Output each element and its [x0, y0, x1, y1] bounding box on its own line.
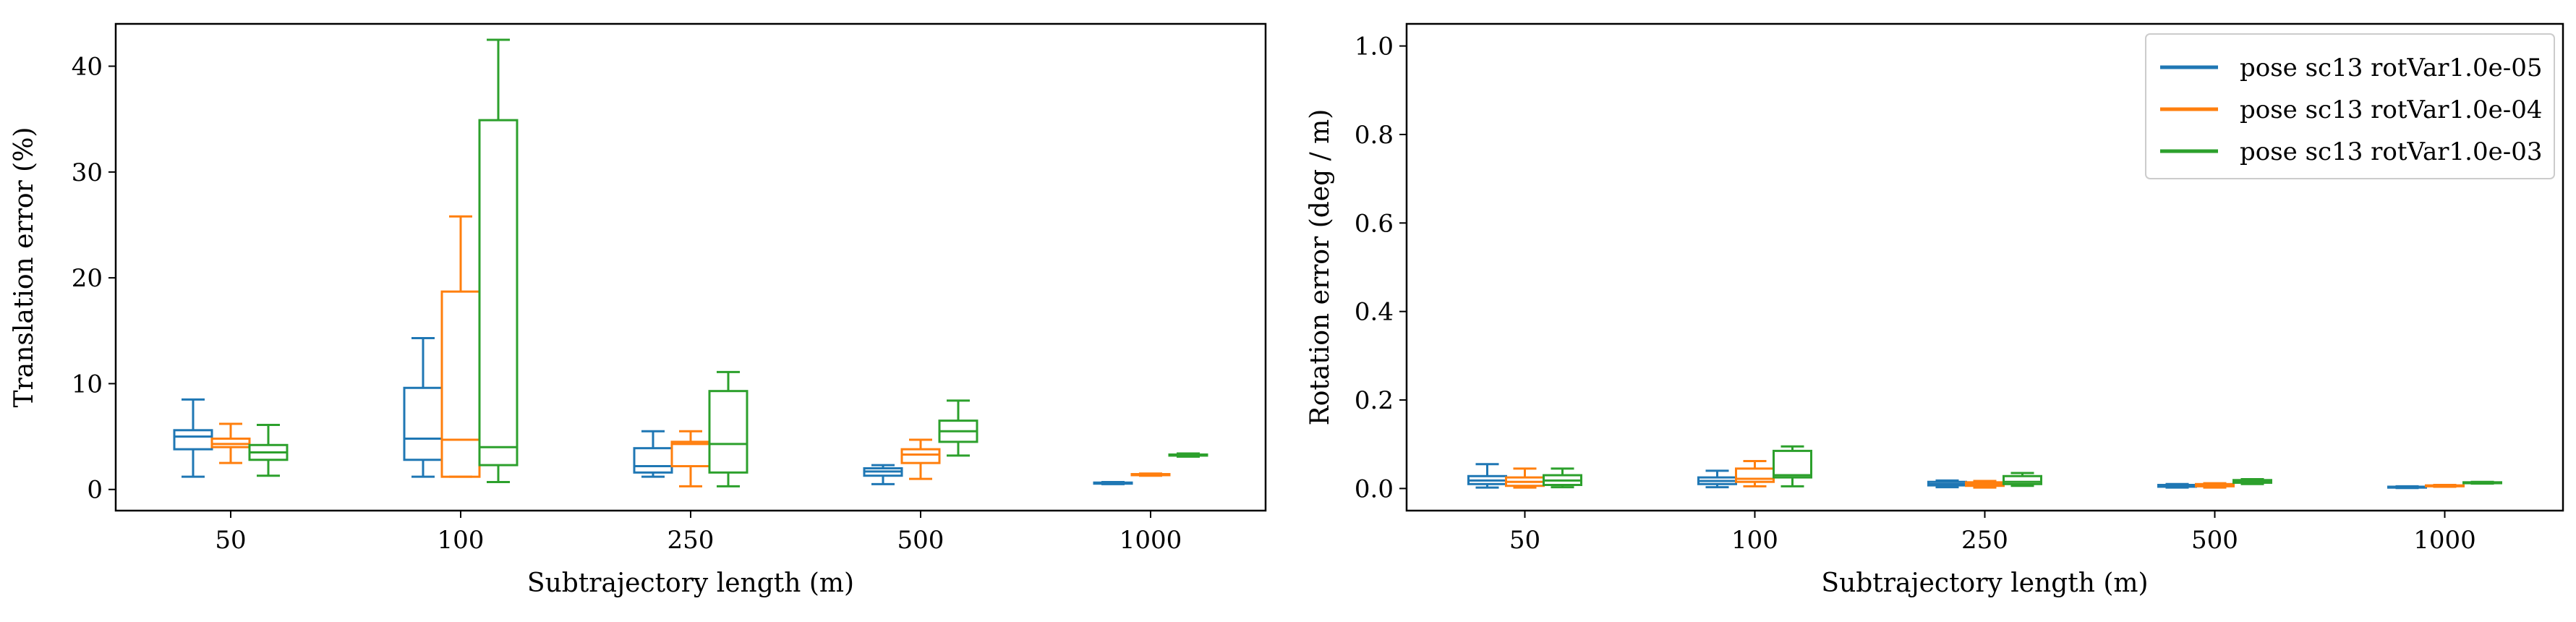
iqr-box [478, 119, 519, 466]
y-tick-label: 0.6 [1355, 209, 1394, 238]
box-plot [1697, 469, 1737, 489]
iqr-box [1773, 449, 1812, 479]
plot-frame [114, 22, 1267, 512]
box-plot [863, 464, 903, 485]
box-plot [1130, 472, 1171, 477]
box-plot [1927, 479, 1967, 489]
y-tick-label: 30 [72, 158, 103, 187]
y-tick-label: 10 [72, 370, 103, 399]
x-tick-label: 100 [1731, 526, 1778, 555]
box-plot [2462, 480, 2502, 485]
y-tick-label: 0 [87, 476, 103, 505]
box-plot [2232, 478, 2272, 485]
box-plot [1773, 445, 1812, 487]
box-plot [2387, 485, 2427, 490]
legend-entry: pose sc13 rotVar1.0e-03 [2240, 137, 2542, 166]
x-axis-label: Subtrajectory length (m) [527, 568, 854, 598]
box-plot [900, 438, 941, 480]
legend-entry: pose sc13 rotVar1.0e-05 [2240, 54, 2542, 82]
box-plot [1543, 467, 1582, 489]
box-plot [173, 398, 213, 478]
box-plot [2195, 482, 2235, 489]
iqr-box [708, 390, 749, 474]
x-axis-label: Subtrajectory length (m) [1821, 568, 2148, 598]
box-plot [2157, 482, 2197, 489]
box-plot [633, 430, 673, 478]
box-plot [478, 38, 519, 483]
box-plot [2425, 484, 2465, 488]
x-tick-label: 1000 [2413, 526, 2476, 555]
y-axis-label: Rotation error (deg / m) [1305, 109, 1335, 426]
x-tick-label: 250 [668, 526, 715, 555]
box-plot [670, 430, 711, 487]
x-tick-label: 500 [2191, 526, 2238, 555]
iqr-box [2003, 474, 2042, 485]
x-tick-label: 100 [438, 526, 485, 555]
iqr-box [900, 448, 941, 464]
y-tick-label: 1.0 [1355, 33, 1394, 61]
x-tick-label: 500 [897, 526, 944, 555]
y-tick-label: 0.0 [1355, 474, 1394, 503]
x-tick-label: 50 [215, 526, 246, 555]
rotation-error-chart: 0.0 0.2 0.4 0.6 0.8 1.0 50 100 250 500 1000 Subtraj… [1305, 22, 2564, 598]
legend-entry: pose sc13 rotVar1.0e-04 [2240, 95, 2542, 124]
box-plot [1965, 480, 2005, 489]
plot-frame [1405, 22, 2564, 512]
y-axis-label: Translation error (%) [9, 127, 39, 408]
box-plot [248, 423, 289, 477]
y-tick-label: 0.8 [1355, 121, 1394, 150]
box-plot [1168, 452, 1208, 458]
legend-frame [2145, 33, 2555, 179]
x-tick-label: 50 [1509, 526, 1540, 555]
x-tick-label: 1000 [1119, 526, 1182, 555]
y-tick-label: 0.2 [1355, 386, 1394, 415]
box-plot [210, 422, 251, 464]
y-tick-label: 20 [72, 264, 103, 293]
translation-error-chart: 0 10 20 30 40 50 100 250 500 1000 Subtrajectory le… [9, 22, 1267, 598]
box-plot [2003, 472, 2042, 487]
box-plot [708, 370, 749, 487]
legend: pose sc13 rotVar1.0e-05 pose sc13 rotVar1… [2145, 33, 2555, 179]
x-tick-label: 250 [1961, 526, 2008, 555]
y-tick-label: 40 [72, 53, 103, 82]
box-plot [1093, 480, 1133, 485]
y-tick-label: 0.4 [1355, 298, 1394, 327]
box-plot [938, 399, 978, 457]
